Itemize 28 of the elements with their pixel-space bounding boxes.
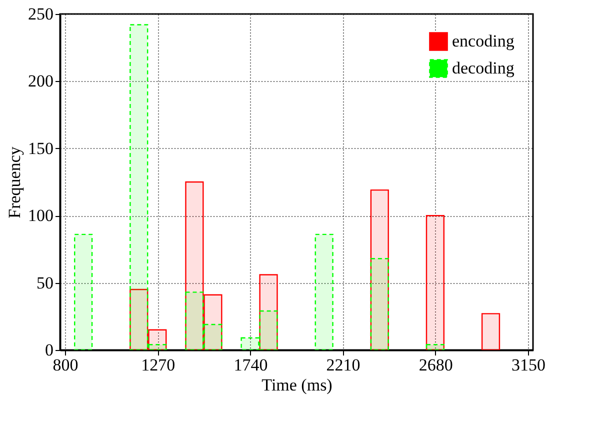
- bar: [204, 324, 222, 350]
- x-tick-label: 3150: [512, 356, 546, 374]
- legend-label: decoding: [452, 58, 515, 78]
- bar: [426, 344, 445, 350]
- bar: [426, 215, 445, 350]
- bar: [481, 313, 500, 350]
- bar: [240, 337, 260, 350]
- y-tick-label: 0: [45, 340, 54, 360]
- y-tick-label: 250: [28, 4, 54, 24]
- legend-label: encoding: [452, 32, 515, 50]
- bar: [259, 310, 278, 350]
- y-tick-label: 150: [28, 138, 54, 158]
- bar: [185, 292, 204, 350]
- bar: [370, 258, 389, 350]
- y-tick-label: 200: [28, 72, 54, 91]
- bar: [74, 234, 93, 350]
- y-tick-label: 100: [28, 206, 54, 226]
- x-tick-label: 2680: [418, 356, 453, 374]
- x-tick-label: 1270: [141, 356, 176, 374]
- x-tick-label: 2210: [326, 356, 360, 374]
- bar: [314, 234, 334, 350]
- x-tick-label: 1740: [234, 356, 268, 374]
- y-axis-title: Frequency: [5, 146, 24, 218]
- bar: [130, 24, 148, 350]
- x-tick-label: 800: [52, 356, 78, 374]
- x-axis-title: Time (ms): [262, 376, 332, 394]
- y-tick-label: 50: [36, 273, 54, 292]
- bar: [148, 344, 167, 350]
